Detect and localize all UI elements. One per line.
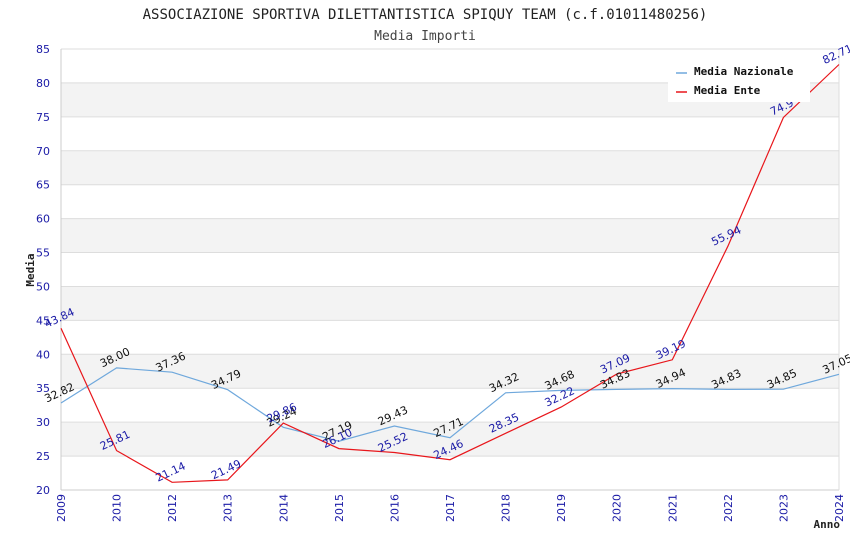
chart-title: ASSOCIAZIONE SPORTIVA DILETTANTISTICA SP… (143, 7, 708, 23)
y-tick-label: 20 (36, 484, 50, 497)
series-line-media-ente (60, 64, 840, 483)
y-tick-label: 50 (36, 280, 50, 293)
x-axis-label: Anno (814, 518, 841, 531)
y-tick-label: 70 (36, 145, 50, 158)
x-tick-label: 2016 (388, 494, 401, 522)
x-tick-label: 2024 (833, 494, 846, 522)
y-tick-label: 60 (36, 213, 50, 226)
x-tick-label: 2018 (500, 494, 513, 522)
grid-bands (61, 82, 839, 457)
y-tick-label: 75 (36, 111, 50, 124)
y-tick-labels: 20 25 30 35 40 45 50 55 60 65 70 75 80 85 (36, 43, 50, 497)
x-tick-label: 2023 (777, 494, 790, 522)
y-tick-label: 35 (36, 382, 50, 395)
x-tick-label: 2014 (277, 494, 290, 522)
legend: Media Nazionale Media Ente (668, 60, 810, 102)
legend-entry: Media Nazionale (694, 65, 794, 78)
y-tick-label: 55 (36, 247, 50, 260)
x-tick-label: 2022 (722, 494, 735, 522)
x-tick-label: 2015 (333, 494, 346, 522)
y-tick-label: 40 (36, 348, 50, 361)
data-label-media-ente: 21.49 (209, 457, 243, 482)
y-tick-label: 65 (36, 179, 50, 192)
legend-entry: Media Ente (694, 84, 761, 97)
x-tick-label: 2009 (55, 494, 68, 522)
series-lines (60, 64, 840, 483)
x-tick-label: 2017 (444, 494, 457, 522)
legend-box (668, 60, 810, 102)
grid-band (61, 150, 839, 185)
y-tick-label: 45 (36, 314, 50, 327)
x-tick-label: 2010 (111, 494, 124, 522)
grid-band (61, 354, 839, 389)
chart-subtitle: Media Importi (374, 29, 476, 44)
data-label-media-ente: 43.84 (42, 306, 76, 331)
y-tick-label: 25 (36, 450, 50, 463)
x-tick-label: 2013 (222, 494, 235, 522)
y-tick-label: 30 (36, 416, 50, 429)
x-tick-labels: 2009 2010 2012 2013 2014 2015 2016 2017 2018 2019… (55, 494, 846, 522)
data-label-media-ente: 82.71 (820, 42, 850, 67)
x-tick-label: 2021 (666, 494, 679, 522)
series-line-media-nazionale (60, 367, 840, 442)
grid-band (61, 218, 839, 253)
grid-band (61, 286, 839, 321)
x-tick-label: 2019 (555, 494, 568, 522)
x-tick-label: 2020 (611, 494, 624, 522)
grid-band (61, 422, 839, 457)
y-tick-label: 85 (36, 43, 50, 56)
y-tick-label: 80 (36, 77, 50, 90)
x-tick-label: 2012 (166, 494, 179, 522)
axes (60, 49, 840, 491)
y-axis-label: Media (24, 253, 37, 286)
